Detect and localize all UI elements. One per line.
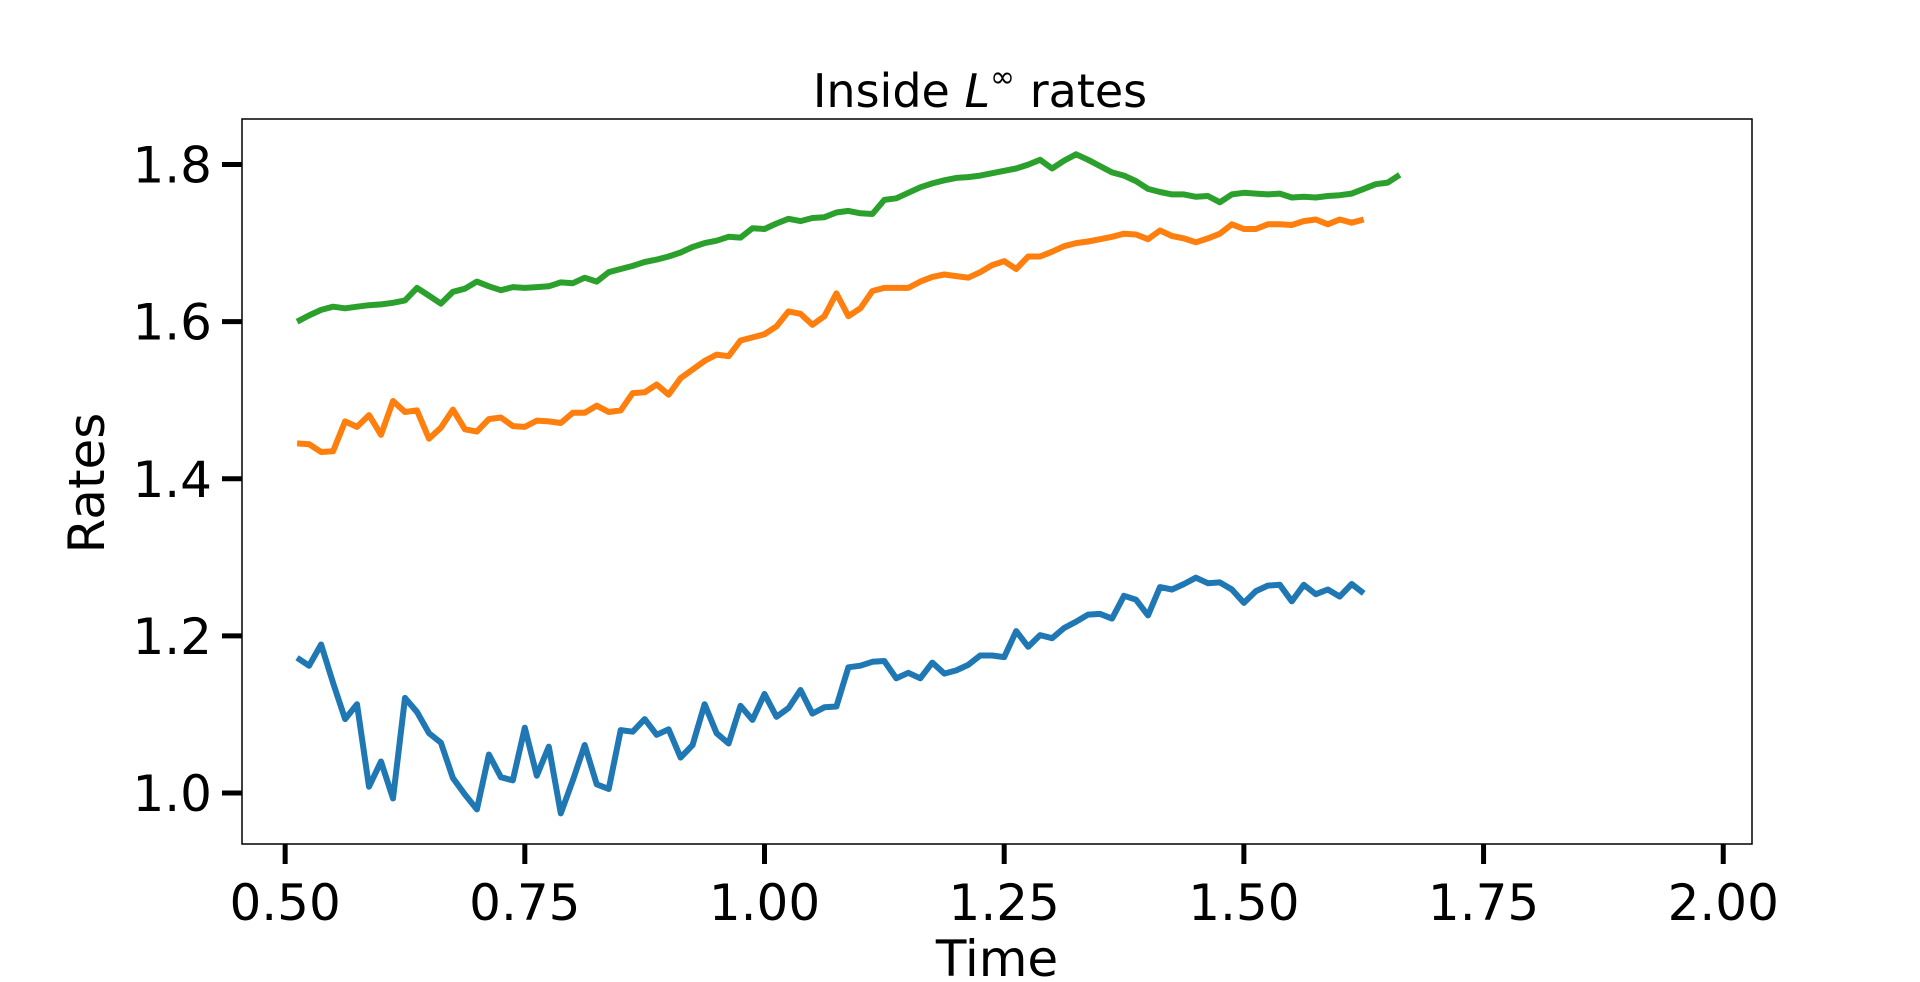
y-tick-label: 1.8 (132, 137, 212, 195)
plot-frame (241, 118, 1753, 845)
y-tick-label: 1.0 (132, 765, 212, 823)
series-layer (295, 151, 1402, 817)
y-axis: 1.0 1.2 1.4 1.6 1.8 (132, 137, 242, 823)
series-line-1 (296, 216, 1365, 455)
x-tick-label: 2.00 (1668, 874, 1779, 932)
x-tick-label: 1.50 (1188, 874, 1299, 932)
x-axis: 0.50 0.75 1.00 1.25 1.50 1.75 2.00 (229, 844, 1779, 932)
x-tick-label: 1.25 (949, 874, 1060, 932)
x-tick-label: 0.50 (229, 874, 340, 932)
x-axis-label: Time (935, 930, 1058, 982)
x-tick-label: 1.75 (1428, 874, 1539, 932)
y-axis-label: Rates (58, 413, 116, 554)
y-tick-label: 1.4 (132, 451, 212, 509)
series-line-2 (295, 574, 1366, 817)
chart-title-suffix: rates (1015, 64, 1147, 118)
y-tick-label: 1.2 (132, 608, 212, 666)
x-tick-label: 1.00 (709, 874, 820, 932)
chart-title-prefix: Inside (813, 64, 965, 118)
chart-title: Inside L∞ rates (813, 60, 1147, 118)
series-line-0 (295, 151, 1402, 325)
x-tick-label: 0.75 (469, 874, 580, 932)
chart-title-superscript: ∞ (990, 60, 1015, 95)
chart-title-symbol: L (964, 64, 990, 118)
y-tick-label: 1.6 (132, 294, 212, 352)
